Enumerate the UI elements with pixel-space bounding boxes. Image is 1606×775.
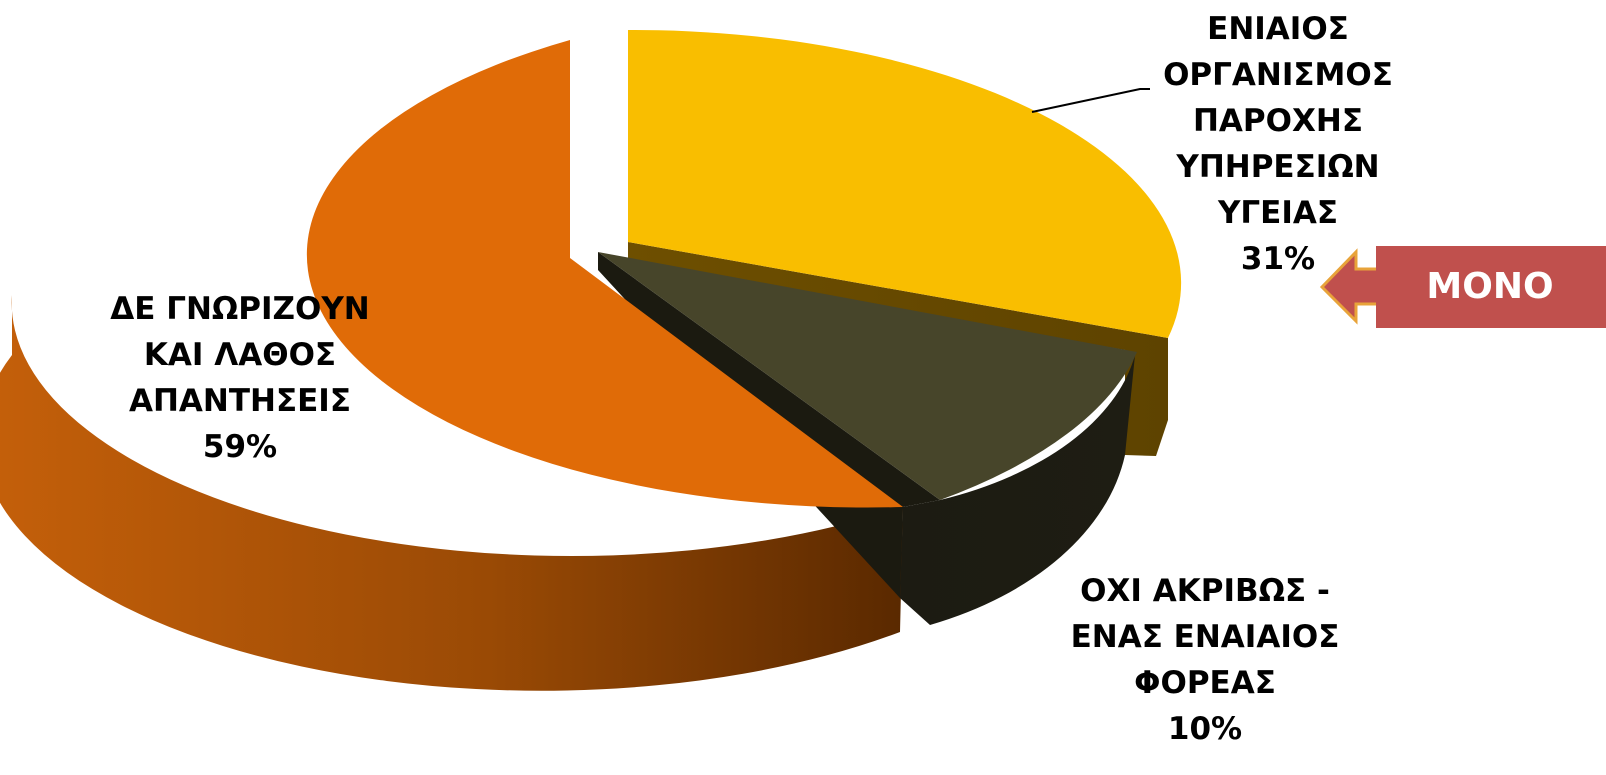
slice-notexactly — [598, 252, 1137, 500]
slice-label-notexactly-line: ΟΧΙ ΑΚΡΙΒΩΣ - — [1080, 573, 1330, 609]
slice-percent-dontknow: 59% — [202, 429, 278, 465]
slice-label-unified-line: ΕΝΙΑΙΟΣ — [1207, 11, 1349, 47]
leader-line-unified — [1031, 88, 1150, 113]
slice-label-notexactly: ΟΧΙ ΑΚΡΙΒΩΣ - ΕΝΑΣ ΕΝΑΙΑΙΟΣ ΦΟΡΕΑΣ 10% — [1020, 568, 1390, 752]
slice-side-notexactly — [900, 355, 1135, 625]
slice-label-unified-line: ΠΑΡΟΧΗΣ — [1192, 103, 1364, 139]
mono-callout-arrow: ΜΟΝΟ — [1318, 246, 1606, 328]
slice-percent-unified: 31% — [1240, 241, 1316, 277]
slice-label-dontknow-line: ΔΕ ΓΝΩΡΙΖΟΥΝ — [110, 291, 370, 327]
mono-callout-text: ΜΟΝΟ — [1426, 266, 1554, 307]
slice-label-notexactly-line: ΕΝΑΣ ΕΝΑΙΑΙΟΣ — [1070, 619, 1340, 655]
slice-dontknow — [306, 40, 903, 508]
slice-side-dontknow — [0, 295, 903, 691]
slice-side-unified — [628, 242, 1168, 456]
slice-label-unified-line: ΥΠΗΡΕΣΙΩΝ — [1176, 149, 1380, 185]
slice-label-unified: ΕΝΙΑΙΟΣ ΟΡΓΑΝΙΣΜΟΣ ΠΑΡΟΧΗΣ ΥΠΗΡΕΣΙΩΝ ΥΓΕ… — [1118, 6, 1438, 282]
slice-percent-notexactly: 10% — [1167, 711, 1243, 747]
slice-label-notexactly-line: ΦΟΡΕΑΣ — [1134, 665, 1276, 701]
slice-label-dontknow: ΔΕ ΓΝΩΡΙΖΟΥΝ ΚΑΙ ΛΑΘΟΣ ΑΠΑΝΤΗΣΕΙΣ 59% — [60, 286, 420, 470]
left-arrow-icon — [1319, 246, 1606, 328]
slice-label-unified-line: ΟΡΓΑΝΙΣΜΟΣ — [1163, 57, 1393, 93]
slice-label-dontknow-line: ΚΑΙ ΛΑΘΟΣ — [143, 337, 337, 373]
slice-label-unified-line: ΥΓΕΙΑΣ — [1217, 195, 1339, 231]
slice-unified — [628, 29, 1182, 339]
slice-label-dontknow-line: ΑΠΑΝΤΗΣΕΙΣ — [128, 383, 352, 419]
